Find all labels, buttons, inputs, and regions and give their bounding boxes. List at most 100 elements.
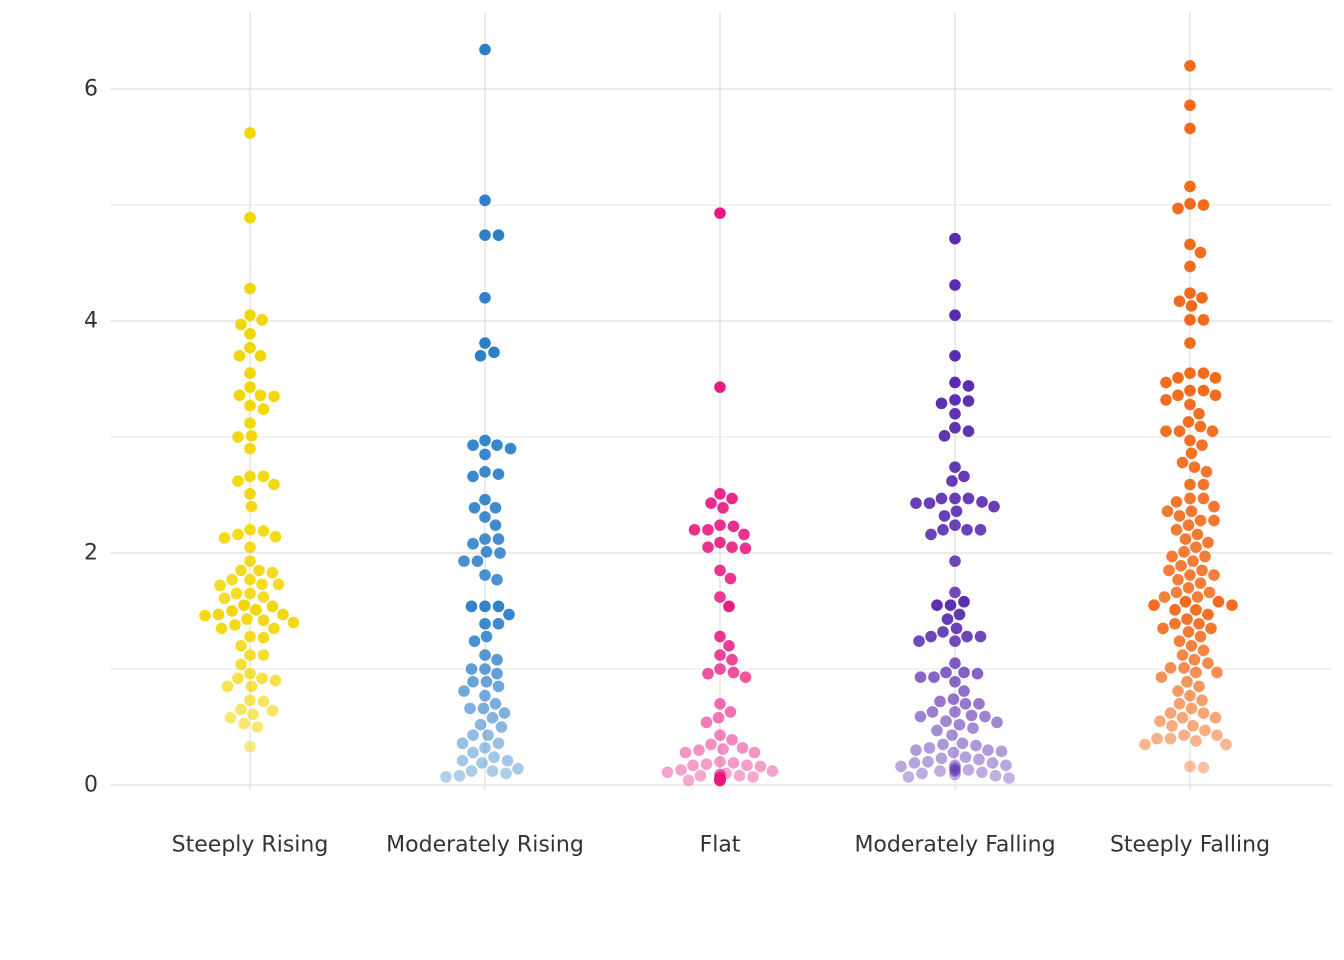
data-point [268,390,280,403]
data-point [1193,617,1205,630]
data-point [465,600,478,613]
data-point [739,671,752,683]
data-point [1172,685,1184,697]
data-point [1184,337,1196,349]
data-point [479,569,491,581]
data-point [714,773,726,785]
data-point [1197,367,1210,380]
data-point [976,766,988,779]
data-point [714,773,726,785]
data-point [1182,626,1195,638]
data-point [1164,732,1177,745]
data-point [266,566,279,579]
data-point [714,774,726,787]
data-point [453,769,466,782]
data-point [268,478,280,491]
data-point [1182,416,1195,428]
data-point [1220,738,1232,751]
data-point [1184,492,1196,505]
data-point [682,774,695,787]
y-tick-label: 0 [84,773,98,798]
data-point [947,693,960,705]
data-point [1202,657,1214,669]
data-point [467,675,479,688]
data-point [489,501,502,514]
data-point [1184,760,1196,773]
data-point [1184,569,1196,581]
data-point [244,327,256,340]
data-point [940,715,952,727]
data-point [895,760,907,773]
data-point [962,492,975,505]
x-axis-category-labels: Steeply Rising Moderately Rising Flat Moder… [172,833,1270,858]
data-point [224,711,237,724]
data-point [1184,198,1196,210]
gridlines [110,12,1332,790]
data-point [714,663,726,675]
data-point [747,771,759,783]
data-point [949,765,961,777]
data-point [1199,724,1211,737]
data-point [1173,698,1186,710]
data-point [714,768,726,781]
data-point [488,751,500,763]
data-point [1197,644,1210,657]
data-point [266,704,279,717]
data-point [914,710,927,723]
data-point [693,744,705,756]
data-point [477,702,490,715]
data-point [1197,314,1210,326]
data-point [1194,420,1207,433]
data-point [492,533,505,545]
data-point [1181,613,1193,625]
data-point [244,524,256,536]
data-point [1226,599,1238,611]
data-point [491,667,503,680]
data-point [501,754,514,767]
data-point [1188,653,1201,666]
data-point [724,572,737,585]
data-point [702,667,714,680]
data-point [1197,384,1210,397]
x-category-label: Steeply Falling [1110,833,1270,858]
data-point [714,774,726,787]
data-point [741,759,753,772]
data-point [287,616,300,629]
data-point [974,630,987,643]
data-point [949,232,961,245]
data-point [479,511,491,523]
data-point [257,525,270,537]
data-point [712,711,725,724]
data-point [953,718,966,731]
data-point [1209,372,1222,384]
data-point [1185,447,1198,460]
data-point [970,739,982,752]
data-point [949,309,961,322]
data-point [971,667,984,680]
data-point [1178,729,1190,741]
data-point [257,631,270,644]
data-point [937,738,949,751]
data-point [1196,694,1208,707]
data-point [714,536,726,549]
data-point [705,738,717,751]
data-point [949,376,961,389]
data-point [1197,199,1210,211]
data-point [467,729,479,741]
data-point [214,579,226,592]
data-point [958,470,970,483]
data-point [1185,505,1198,518]
data-point [714,630,726,643]
y-tick-label: 6 [84,77,98,102]
data-point [235,318,247,331]
data-point [1184,180,1196,193]
data-point [1209,711,1222,724]
data-point [714,591,726,603]
data-point [1173,425,1186,438]
data-point [723,640,735,652]
data-point [962,380,975,392]
data-point [1160,376,1172,389]
data-point [700,716,713,729]
data-point [724,706,737,718]
